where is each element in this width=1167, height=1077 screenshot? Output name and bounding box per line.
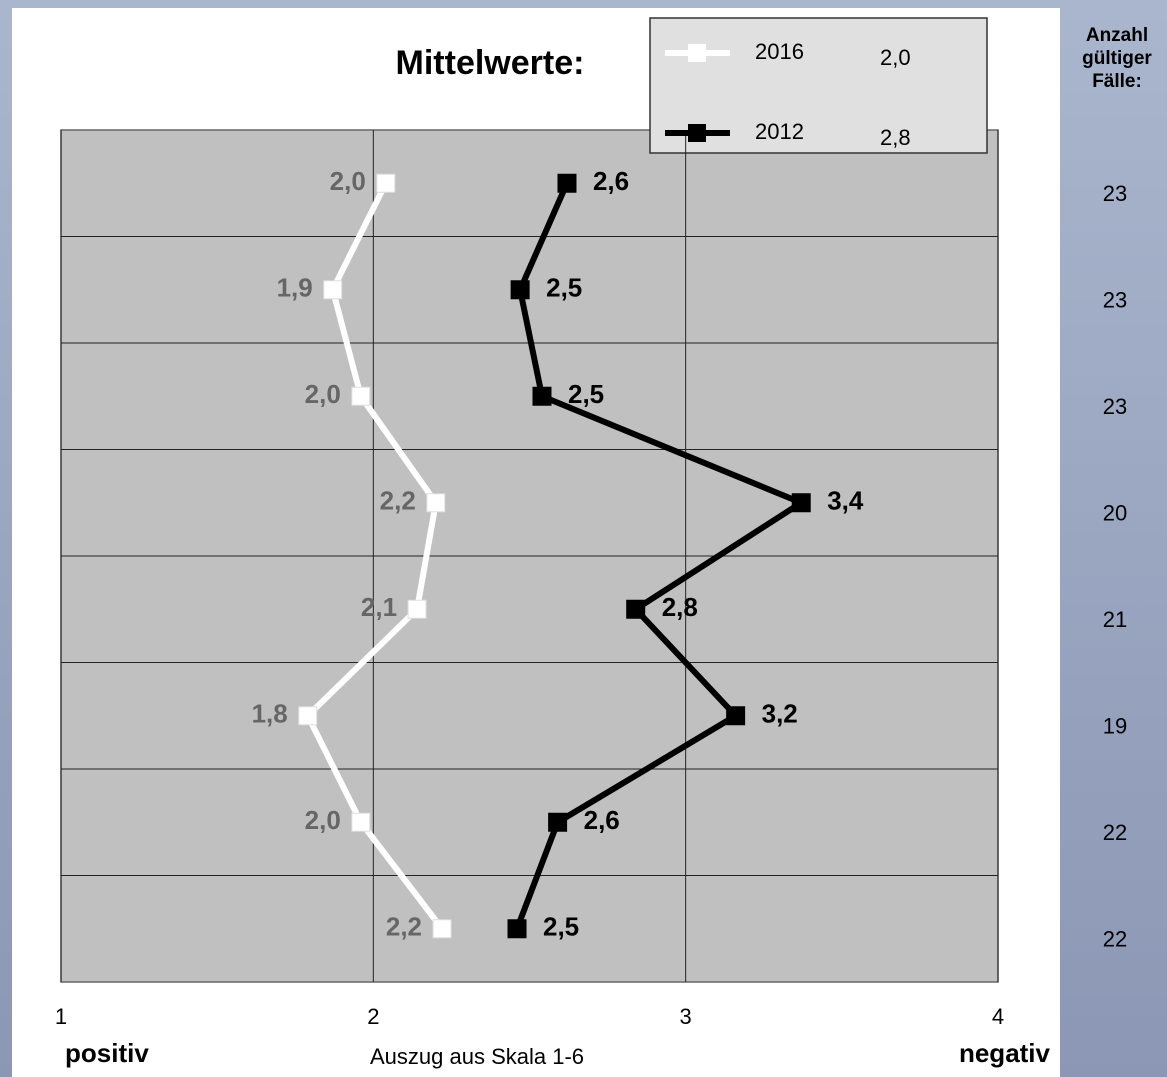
count: 23 bbox=[1103, 181, 1127, 206]
marker bbox=[323, 280, 343, 300]
marker bbox=[507, 919, 527, 939]
value-label: 2,5 bbox=[546, 273, 582, 303]
value-label: 2,0 bbox=[305, 805, 341, 835]
x-label-left: positiv bbox=[65, 1038, 149, 1068]
x-tick-label: 1 bbox=[55, 1004, 67, 1029]
value-label: 2,6 bbox=[593, 166, 629, 196]
chart-title: Mittelwerte: bbox=[396, 44, 585, 82]
value-label: 2,1 bbox=[361, 592, 397, 622]
x-label-right: negativ bbox=[959, 1038, 1051, 1068]
value-label: 3,2 bbox=[762, 699, 798, 729]
counts-title: Fälle: bbox=[1092, 71, 1142, 92]
value-label: 2,5 bbox=[543, 912, 579, 942]
count: 22 bbox=[1103, 927, 1127, 952]
x-tick-label: 3 bbox=[680, 1004, 692, 1029]
counts-title: gültiger bbox=[1082, 48, 1152, 69]
marker bbox=[626, 599, 646, 619]
marker bbox=[557, 173, 577, 193]
count: 23 bbox=[1103, 288, 1127, 313]
value-label: 2,8 bbox=[662, 592, 698, 622]
value-label: 1,8 bbox=[252, 699, 288, 729]
value-label: 3,4 bbox=[827, 486, 864, 516]
value-label: 2,0 bbox=[330, 166, 366, 196]
legend-label: 2016 bbox=[755, 39, 804, 64]
marker bbox=[791, 493, 811, 513]
marker bbox=[351, 386, 371, 406]
value-label: 2,2 bbox=[380, 486, 416, 516]
x-label: Auszug aus Skala 1-6 bbox=[370, 1044, 584, 1069]
marker bbox=[548, 812, 568, 832]
legend-marker bbox=[688, 44, 706, 62]
marker bbox=[726, 706, 746, 726]
marker bbox=[376, 173, 396, 193]
marker bbox=[532, 386, 552, 406]
marker bbox=[351, 812, 371, 832]
marker bbox=[407, 599, 427, 619]
legend-value: 2,0 bbox=[880, 45, 911, 70]
value-label: 2,0 bbox=[305, 379, 341, 409]
count: 20 bbox=[1103, 501, 1127, 526]
value-label: 2,2 bbox=[386, 912, 422, 942]
count: 23 bbox=[1103, 394, 1127, 419]
marker bbox=[298, 706, 318, 726]
count: 21 bbox=[1103, 607, 1127, 632]
legend-marker bbox=[688, 124, 706, 142]
counts-title: Anzahl bbox=[1086, 25, 1148, 46]
marker bbox=[432, 919, 452, 939]
value-label: 2,6 bbox=[584, 805, 620, 835]
marker bbox=[510, 280, 530, 300]
x-tick-label: 4 bbox=[992, 1004, 1004, 1029]
value-label: 1,9 bbox=[277, 273, 313, 303]
marker bbox=[426, 493, 446, 513]
series-line bbox=[514, 182, 805, 930]
count: 22 bbox=[1103, 820, 1127, 845]
legend-label: 2012 bbox=[755, 119, 804, 144]
x-tick-label: 2 bbox=[367, 1004, 379, 1029]
value-label: 2,5 bbox=[568, 379, 604, 409]
series-line bbox=[304, 181, 445, 931]
legend-value: 2,8 bbox=[880, 125, 911, 150]
count: 19 bbox=[1103, 714, 1127, 739]
